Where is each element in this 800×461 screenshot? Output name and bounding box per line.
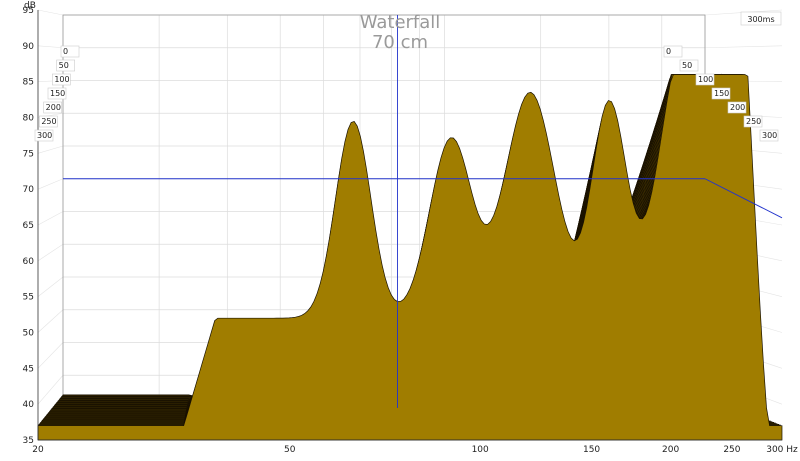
left-wall-grid-line [37, 342, 64, 369]
time-label-box [679, 59, 699, 72]
time-label-box [711, 87, 731, 100]
time-label-box [52, 73, 71, 86]
left-wall-grid-line [37, 244, 64, 262]
left-wall-grid-line [37, 178, 64, 190]
time-label-box [663, 45, 683, 58]
left-wall-grid-line [37, 309, 64, 333]
time-label-box [727, 101, 747, 114]
time-tick-label-right: 100 [698, 75, 713, 84]
chart-title: Waterfall [360, 12, 441, 33]
time-label-box [695, 73, 715, 86]
y-tick-label: 45 [23, 364, 34, 374]
time-tick-label-left: 300 [37, 131, 52, 140]
time-tick-label-left: 250 [41, 117, 56, 126]
x-tick-label: 300 Hz [766, 445, 798, 455]
left-wall-grid-line [37, 375, 64, 405]
time-tick-label-left: 0 [63, 47, 68, 56]
y-tick-label: 85 [23, 78, 34, 88]
left-wall-grid-line [37, 211, 64, 226]
time-tick-label-left: 50 [59, 61, 69, 70]
time-label-box [39, 115, 58, 128]
right-wall-grid-line [704, 45, 783, 49]
x-tick-label: 150 [583, 445, 600, 455]
time-label-box [60, 45, 80, 58]
left-wall-grid-line [37, 45, 64, 49]
time-label-box [43, 101, 62, 114]
chart-subtitle: 70 cm [372, 32, 428, 53]
time-tick-label-right: 200 [730, 103, 745, 112]
y-tick-label: 35 [23, 436, 34, 446]
x-tick-label: 50 [284, 445, 296, 455]
y-tick-label: 80 [23, 114, 35, 124]
time-label-box [759, 129, 779, 142]
y-tick-label: 40 [23, 400, 35, 410]
y-tick-label: 90 [23, 42, 35, 52]
time-tick-label-right: 50 [682, 61, 692, 70]
frequency-cursor [63, 15, 783, 408]
y-tick-label: 55 [23, 293, 34, 303]
time-tick-label-left: 150 [50, 89, 65, 98]
left-wall-grid-line [37, 9, 64, 16]
cursor-level-line [704, 178, 783, 219]
time-tick-label-right: 300 [762, 131, 777, 140]
waterfall-slices [37, 73, 783, 441]
time-label-box [34, 129, 54, 142]
left-wall-grid-line [37, 276, 64, 297]
time-axis-end-box [740, 11, 782, 26]
x-tick-label: 250 [723, 445, 740, 455]
time-tick-label-right: 0 [666, 47, 671, 56]
x-tick-label: 200 [662, 445, 679, 455]
left-wall-grid-line [37, 145, 64, 154]
time-tick-label-right: 150 [714, 89, 729, 98]
y-unit-label: dB [24, 1, 36, 11]
time-label-box [47, 87, 67, 100]
y-tick-label: 50 [23, 329, 35, 339]
y-tick-label: 65 [23, 221, 34, 231]
time-axis-end-label: 300ms [747, 15, 774, 24]
y-tick-label: 95 [23, 6, 34, 16]
time-tick-label-left: 100 [54, 75, 69, 84]
time-label-box [743, 115, 763, 128]
x-tick-label: 20 [32, 445, 44, 455]
y-tick-label: 75 [23, 149, 34, 159]
time-tick-label-right: 250 [746, 117, 761, 126]
waterfall-slice [37, 74, 783, 441]
y-tick-label: 70 [23, 185, 35, 195]
time-tick-label-left: 200 [46, 103, 61, 112]
time-label-box [56, 59, 75, 72]
y-tick-label: 60 [23, 257, 35, 267]
x-tick-label: 100 [472, 445, 489, 455]
